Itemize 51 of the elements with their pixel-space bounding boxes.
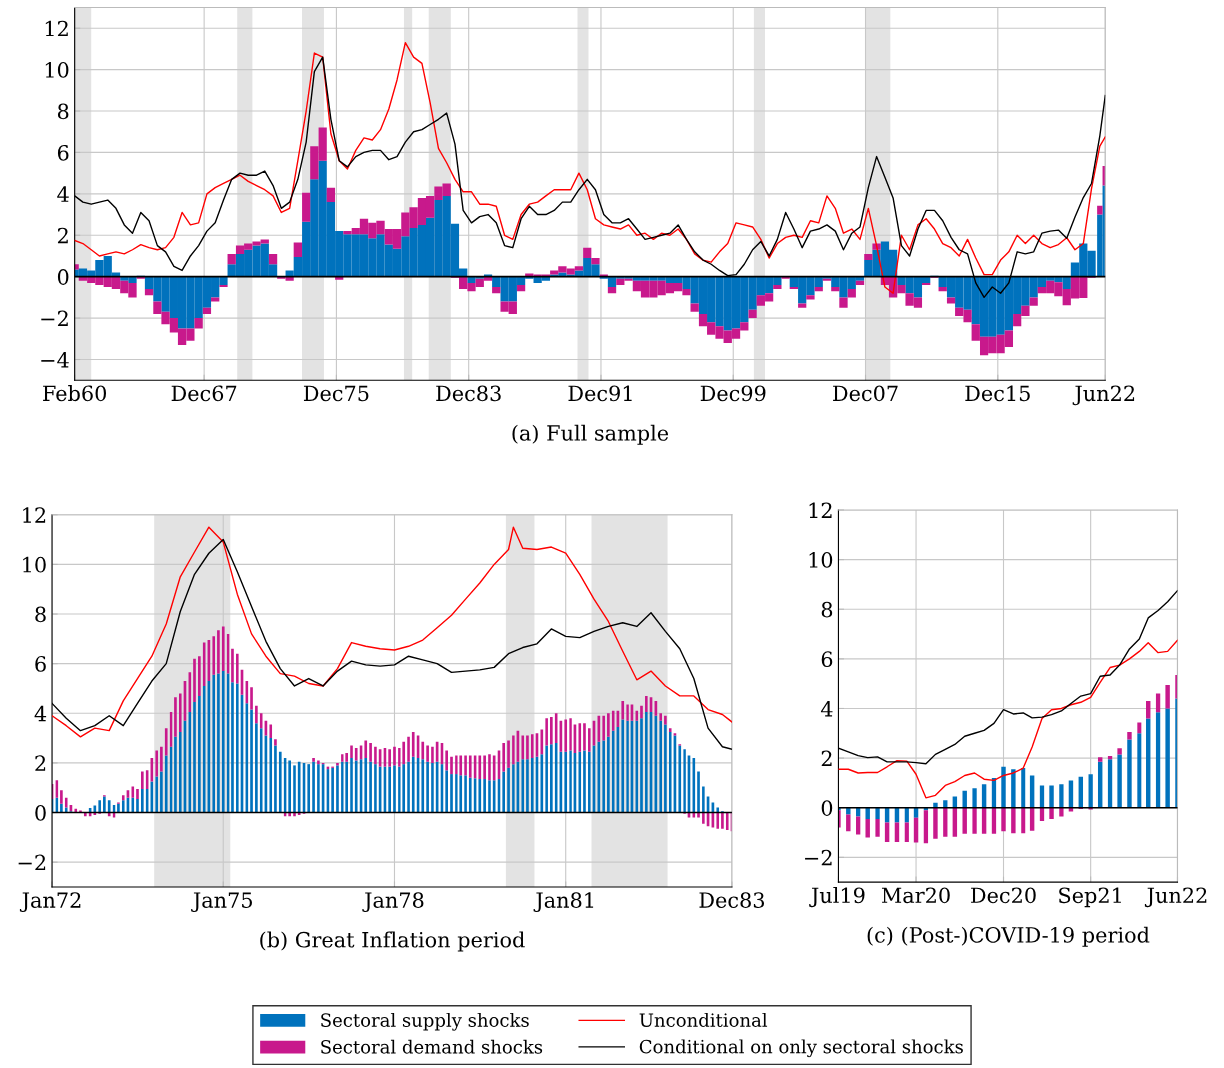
x-tick-label: Mar20 [881,887,950,904]
y-tick-label: 2 [821,750,832,767]
y-tick-label: −2 [41,310,68,326]
x-tick-label: Dec67 [171,385,237,402]
x-tick-label: Jun22 [1072,385,1135,406]
x-tick-label: Jan81 [533,892,594,912]
x-tick-label: Dec07 [833,385,898,402]
legend-label: Sectoral demand shocks [321,1039,543,1054]
x-axis-title: (c) (Post-)COVID-19 period [867,926,1150,947]
y-tick-label: −4 [41,351,69,368]
y-tick-label: 12 [23,507,46,523]
y-tick-label: 4 [57,186,69,202]
legend-label: Conditional on only sectoral shocks [639,1039,963,1058]
x-tick-label: Dec15 [965,385,1030,402]
x-tick-label: Dec91 [568,385,632,402]
x-tick-label: Jan78 [362,892,424,912]
y-tick-label: 2 [57,227,68,244]
y-tick-label: 8 [57,103,69,120]
x-tick-label: Dec75 [303,385,369,402]
x-axis-title: (a) Full sample [512,424,669,445]
y-tick-label: 12 [45,20,68,37]
y-tick-label: 12 [809,502,832,518]
y-tick-label: 6 [821,651,833,668]
y-tick-label: 0 [35,804,46,821]
x-tick-label: Feb60 [43,385,107,402]
y-tick-label: 6 [35,656,46,672]
y-tick-label: 8 [821,601,833,618]
x-tick-label: Jun22 [1144,887,1207,908]
x-tick-label: Jul19 [809,887,865,908]
y-tick-label: −2 [805,849,832,866]
y-tick-label: −2 [18,854,46,871]
x-axis-title: (b) Great Inflation period [260,931,525,952]
x-tick-label: Jan75 [191,892,252,912]
y-tick-label: 10 [809,552,833,568]
x-tick-label: Dec83 [436,385,501,402]
x-tick-label: Dec20 [971,887,1036,904]
x-tick-label: Sep21 [1059,887,1121,908]
x-tick-label: Dec83 [699,892,765,908]
y-tick-label: 10 [23,556,46,573]
y-tick-label: 2 [35,755,46,771]
y-tick-label: 10 [45,62,69,78]
x-tick-label: Jan72 [19,892,81,912]
y-tick-label: 4 [34,705,47,722]
legend-label: Sectoral supply shocks [321,1012,529,1031]
y-tick-label: 0 [57,269,69,285]
y-tick-label: 8 [35,606,46,623]
y-tick-label: 0 [821,800,833,816]
legend-label: Unconditional [639,1012,768,1027]
x-tick-label: Dec99 [700,385,766,402]
y-tick-label: 4 [820,700,833,717]
y-tick-label: 6 [57,144,69,161]
